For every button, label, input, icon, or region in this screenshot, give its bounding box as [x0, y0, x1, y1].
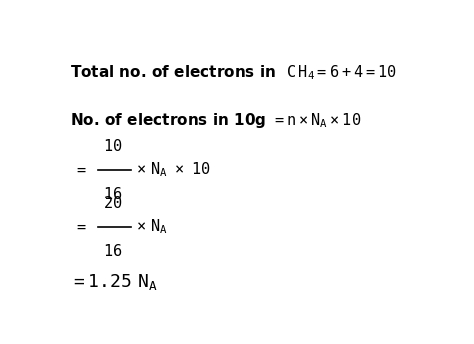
Text: $\mathtt{=}$: $\mathtt{=}$: [74, 162, 87, 177]
Text: $\mathtt{=}$: $\mathtt{=}$: [74, 219, 87, 234]
Text: Total no. of electrons in  $\mathtt{C\,H_4 = 6 + 4 = 10}$: Total no. of electrons in $\mathtt{C\,H_…: [70, 64, 397, 83]
Text: $\mathtt{16}$: $\mathtt{16}$: [103, 243, 122, 259]
Text: $\mathtt{= 1.25\ N_A}$: $\mathtt{= 1.25\ N_A}$: [70, 272, 158, 292]
Text: $\mathtt{20}$: $\mathtt{20}$: [103, 195, 122, 211]
Text: $\mathtt{\times\ N_A}$: $\mathtt{\times\ N_A}$: [137, 217, 168, 236]
Text: $\mathtt{16}$: $\mathtt{16}$: [103, 185, 122, 202]
Text: No. of electrons in 10g $\mathtt{= n \times N_A \times 10}$: No. of electrons in 10g $\mathtt{= n \ti…: [70, 111, 362, 130]
Text: $\mathtt{10}$: $\mathtt{10}$: [103, 138, 122, 154]
Text: $\mathtt{\times\ N_A\ \times\ 10}$: $\mathtt{\times\ N_A\ \times\ 10}$: [137, 160, 211, 179]
